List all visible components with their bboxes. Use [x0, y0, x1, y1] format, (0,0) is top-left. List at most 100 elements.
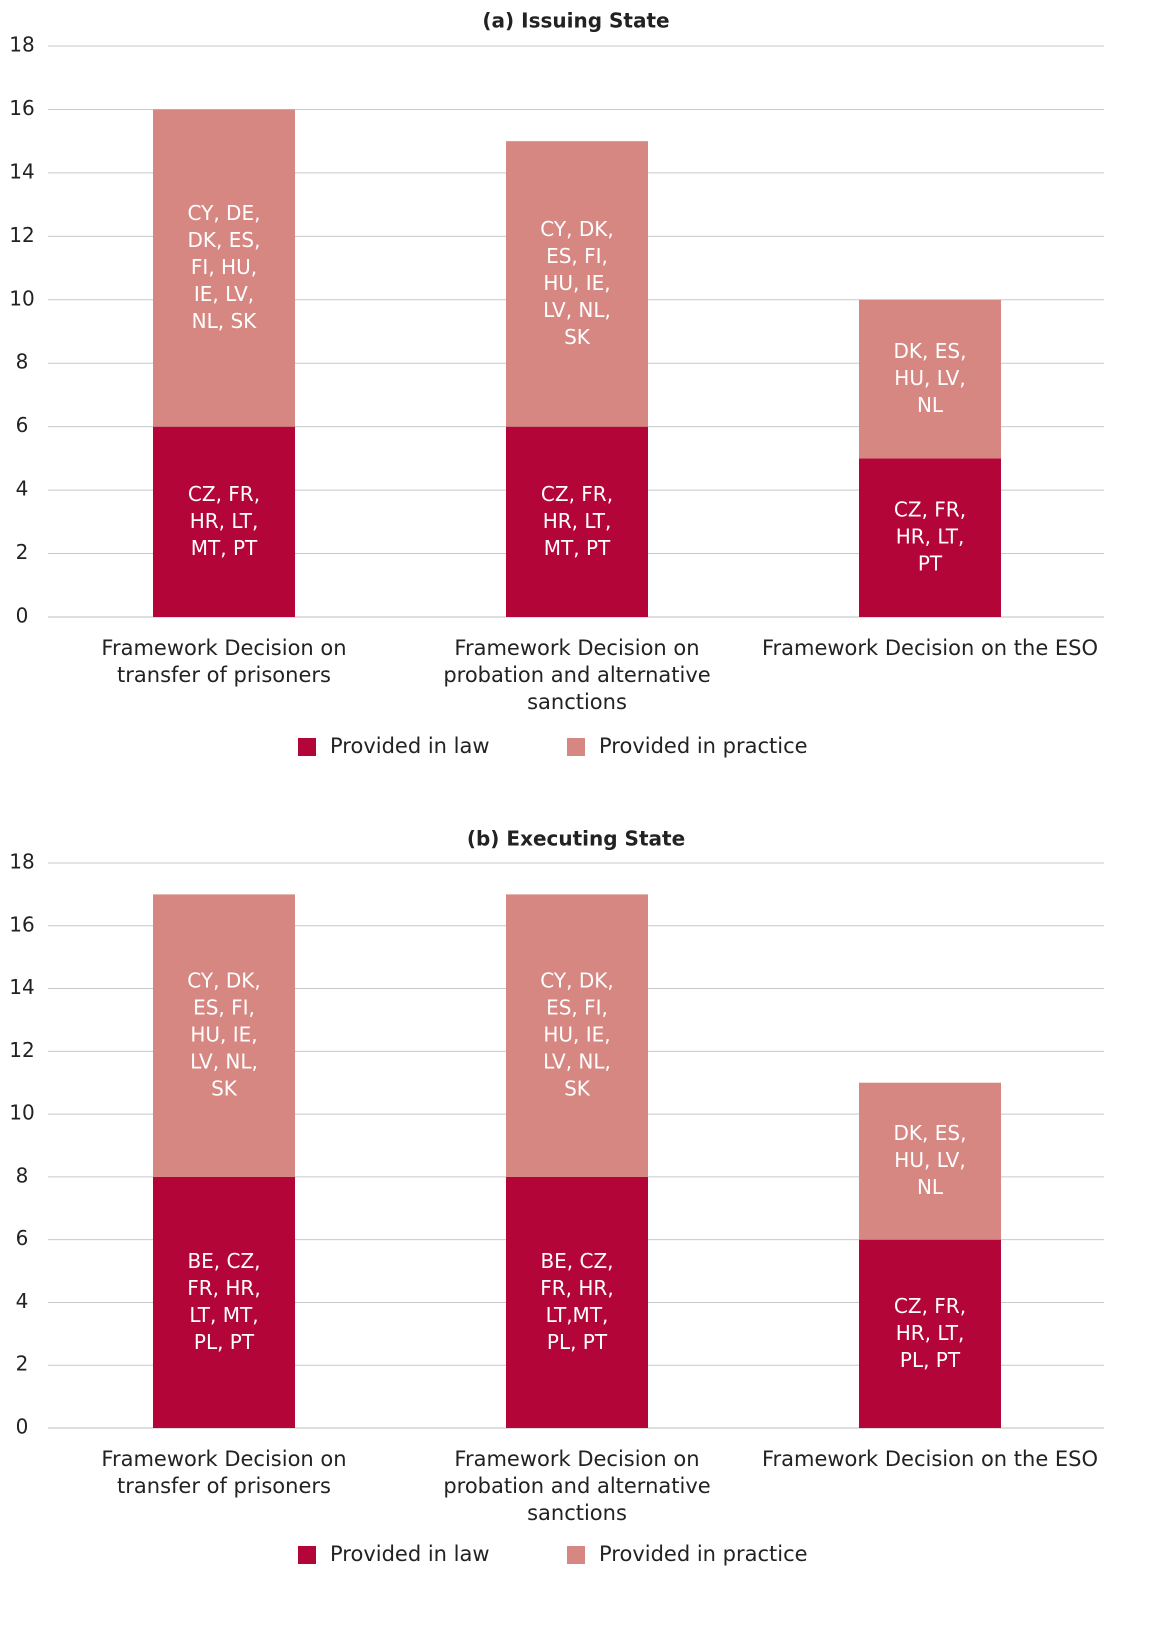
y-tick-label: 16: [9, 912, 34, 936]
bar-data-label: CY, DE, DK, ES, FI, HU, IE, LV, NL, SK: [188, 201, 261, 333]
legend-label: Provided in practice: [599, 734, 808, 758]
y-tick-label: 8: [16, 350, 29, 374]
y-tick-label: 0: [16, 1415, 29, 1439]
bar-data-label-line: CZ, FR,: [894, 497, 966, 521]
bar-segment: [506, 894, 648, 1177]
bar-data-label-line: CY, DK,: [540, 216, 613, 240]
bar-data-label: DK, ES, HU, LV, NL: [894, 1121, 967, 1199]
y-tick-label: 4: [16, 477, 29, 501]
bar-data-label-line: HR, LT,: [190, 508, 259, 532]
x-tick-label-line: Framework Decision on the ESO: [762, 636, 1098, 660]
bar-data-label-line: PL, PT: [194, 1329, 255, 1353]
bar-data-label-line: FR, HR,: [540, 1275, 613, 1299]
chart-title: (a) Issuing State: [482, 9, 669, 33]
y-tick-label: 10: [9, 1101, 34, 1125]
bar-data-label-line: LT, MT,: [189, 1302, 258, 1326]
bar-data-label-line: LV, NL,: [543, 1049, 611, 1073]
bar-data-label: CZ, FR, HR, LT, MT, PT: [188, 481, 260, 559]
x-tick-label-line: sanctions: [527, 1501, 627, 1525]
bar-segment: [153, 1176, 295, 1428]
legend-swatch: [298, 1546, 316, 1564]
bar-data-label-line: HR, LT,: [543, 508, 612, 532]
bar-data-label: BE, CZ, FR, HR, LT, MT, PL, PT: [187, 1248, 260, 1353]
x-tick-label-line: transfer of prisoners: [117, 663, 331, 687]
bar-data-label-line: NL: [917, 1175, 944, 1199]
y-tick-label: 2: [16, 540, 29, 564]
x-tick-label: Framework Decision on transfer of prisone…: [101, 636, 346, 687]
y-tick-label: 4: [16, 1289, 29, 1313]
bar-data-label-line: FR, HR,: [187, 1275, 260, 1299]
y-tick-label: 6: [16, 1226, 29, 1250]
bar-segment: [859, 1239, 1001, 1428]
chart-panel-1: (b) Executing State 0 2 4 6 8 10 12 14 16 18 BE, CZ…: [9, 827, 1104, 1566]
bar-data-label: CY, DK, ES, FI, HU, IE, LV, NL, SK: [540, 216, 613, 348]
bar-data-label-line: HR, LT,: [896, 1320, 965, 1344]
y-tick-label: 14: [9, 975, 34, 999]
bar-data-label-line: HU, LV,: [894, 366, 965, 390]
legend-swatch: [567, 738, 585, 756]
bar-data-label-line: CZ, FR,: [894, 1293, 966, 1317]
legend-label: Provided in law: [330, 734, 490, 758]
y-tick-label: 0: [16, 604, 29, 628]
bar-data-label: CY, DK, ES, FI, HU, IE, LV, NL, SK: [540, 968, 613, 1100]
x-tick-label-line: probation and alternative: [443, 1474, 710, 1498]
bar-data-label-line: SK: [211, 1076, 238, 1100]
bar-data-label-line: CY, DK,: [187, 968, 260, 992]
bar-data-label: BE, CZ, FR, HR, LT,MT, PL, PT: [540, 1248, 613, 1353]
legend-swatch: [298, 738, 316, 756]
bar-data-label-line: MT, PT: [544, 535, 611, 559]
bar-data-label-line: HU, IE,: [543, 270, 610, 294]
y-tick-label: 16: [9, 96, 34, 120]
bar-segment: [859, 299, 1001, 459]
bar-data-label-line: IE, LV,: [194, 282, 254, 306]
bar-data-label-line: DK, ES,: [188, 228, 261, 252]
y-tick-label: 2: [16, 1352, 29, 1376]
bar-segment: [506, 141, 648, 427]
bar-data-label-line: PT: [918, 551, 943, 575]
x-tick-label-line: transfer of prisoners: [117, 1474, 331, 1498]
x-tick-label-line: Framework Decision on: [454, 1447, 699, 1471]
chart-panel-0: (a) Issuing State 0 2 4 6 8 10 12 14 16 18 CZ, FR, H…: [9, 9, 1104, 758]
bar-data-label: CY, DK, ES, FI, HU, IE, LV, NL, SK: [187, 968, 260, 1100]
bar-data-label-line: NL, SK: [192, 309, 258, 333]
y-tick-label: 18: [9, 33, 34, 57]
x-tick-label: Framework Decision on the ESO: [762, 636, 1098, 660]
legend-label: Provided in law: [330, 1542, 490, 1566]
bar-data-label-line: SK: [564, 1076, 591, 1100]
bar-data-label-line: DK, ES,: [894, 1121, 967, 1145]
bar-data-label-line: PL, PT: [900, 1347, 961, 1371]
bar-data-label-line: HR, LT,: [896, 524, 965, 548]
bar-data-label-line: NL: [917, 393, 944, 417]
chart-title: (b) Executing State: [467, 827, 685, 851]
bar-segment: [859, 1082, 1001, 1240]
bar-data-label-line: MT, PT: [191, 535, 258, 559]
bar-data-label-line: SK: [564, 324, 591, 348]
bar-data-label: CZ, FR, HR, LT, PL, PT: [894, 1293, 966, 1371]
bar-data-label-line: LT,MT,: [546, 1302, 609, 1326]
bar-segment: [153, 109, 295, 427]
bar-data-label-line: LV, NL,: [190, 1049, 258, 1073]
bar-segment: [859, 458, 1001, 617]
legend-label: Provided in practice: [599, 1542, 808, 1566]
bar-data-label-line: FI, HU,: [191, 255, 257, 279]
y-tick-label: 6: [16, 413, 29, 437]
bar-data-label-line: BE, CZ,: [540, 1248, 613, 1272]
bar-data-label-line: CZ, FR,: [188, 481, 260, 505]
bar-data-label-line: HU, IE,: [543, 1022, 610, 1046]
bar-data-label-line: ES, FI,: [546, 995, 608, 1019]
y-tick-label: 10: [9, 286, 34, 310]
y-tick-label: 14: [9, 159, 34, 183]
legend-swatch: [567, 1546, 585, 1564]
x-tick-label-line: Framework Decision on: [101, 636, 346, 660]
x-tick-label-line: Framework Decision on: [101, 1447, 346, 1471]
bar-segment: [153, 894, 295, 1177]
x-tick-label-line: probation and alternative: [443, 663, 710, 687]
y-tick-label: 18: [9, 850, 34, 874]
bar-data-label-line: HU, LV,: [894, 1148, 965, 1172]
y-tick-label: 12: [9, 223, 34, 247]
bar-data-label: DK, ES, HU, LV, NL: [894, 339, 967, 417]
bar-data-label-line: BE, CZ,: [187, 1248, 260, 1272]
y-tick-label: 12: [9, 1038, 34, 1062]
